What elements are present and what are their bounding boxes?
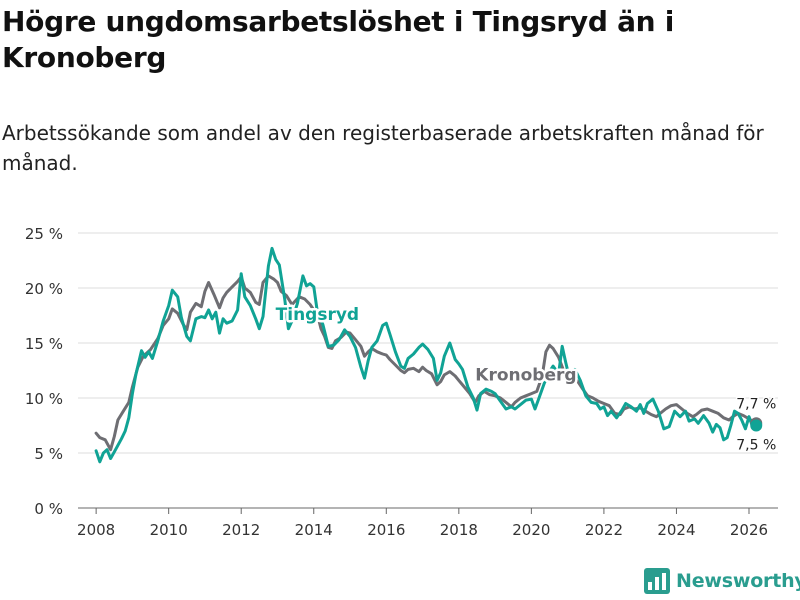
x-tick-label: 2020	[512, 521, 550, 539]
x-tick-label: 2016	[367, 521, 405, 539]
y-tick-label: 15 %	[25, 335, 63, 353]
chart-labels: 7,7 % 7,5 % Tingsryd Kronoberg	[273, 302, 778, 455]
x-tick-label: 2022	[585, 521, 623, 539]
newsworthy-logo: Newsworthy	[644, 568, 800, 594]
x-tick-label: 2012	[222, 521, 260, 539]
x-tick-label: 2008	[77, 521, 115, 539]
series-annotation-kronoberg: Kronoberg	[475, 365, 576, 385]
end-label-kronoberg: 7,7 %	[736, 396, 776, 412]
series-line-kronoberg	[94, 274, 758, 452]
brand-name: Newsworthy	[676, 570, 800, 592]
series-lines	[94, 246, 758, 464]
y-tick-label: 20 %	[25, 280, 63, 298]
y-tick-label: 10 %	[25, 390, 63, 408]
y-tick-label: 0 %	[34, 500, 63, 518]
end-label-tingsryd: 7,5 %	[736, 438, 776, 454]
series-annotation-tingsryd: Tingsryd	[276, 305, 359, 325]
series-line-tingsryd	[94, 246, 758, 464]
chart-title: Högre ungdomsarbetslöshet i Tingsryd än …	[2, 5, 675, 74]
x-tick-label: 2024	[657, 521, 695, 539]
axes: 0 % 5 % 10 % 15 % 20 % 25 % 2008 2010 2012 2014 20…	[25, 225, 768, 539]
chart-subtitle: Arbetssökande som andel av den registerb…	[2, 121, 764, 175]
y-tick-label: 25 %	[25, 225, 63, 243]
x-tick-label: 2014	[295, 521, 333, 539]
bar-chart-icon	[644, 568, 670, 594]
y-tick-label: 5 %	[34, 445, 63, 463]
x-tick-label: 2010	[150, 521, 188, 539]
x-tick-label: 2026	[730, 521, 768, 539]
x-tick-label: 2018	[440, 521, 478, 539]
gridlines	[78, 232, 778, 509]
end-marker-tingsryd	[750, 419, 763, 432]
